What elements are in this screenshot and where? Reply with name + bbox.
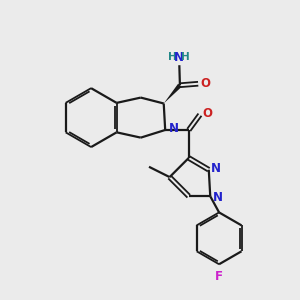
Text: F: F	[215, 269, 223, 283]
Text: N: N	[174, 51, 184, 64]
Text: N: N	[211, 162, 221, 175]
Text: H: H	[182, 52, 190, 62]
Text: H: H	[169, 52, 177, 62]
Text: O: O	[200, 77, 210, 90]
Text: N: N	[169, 122, 179, 135]
Text: O: O	[202, 107, 212, 120]
Polygon shape	[164, 84, 182, 103]
Text: N: N	[213, 191, 223, 204]
